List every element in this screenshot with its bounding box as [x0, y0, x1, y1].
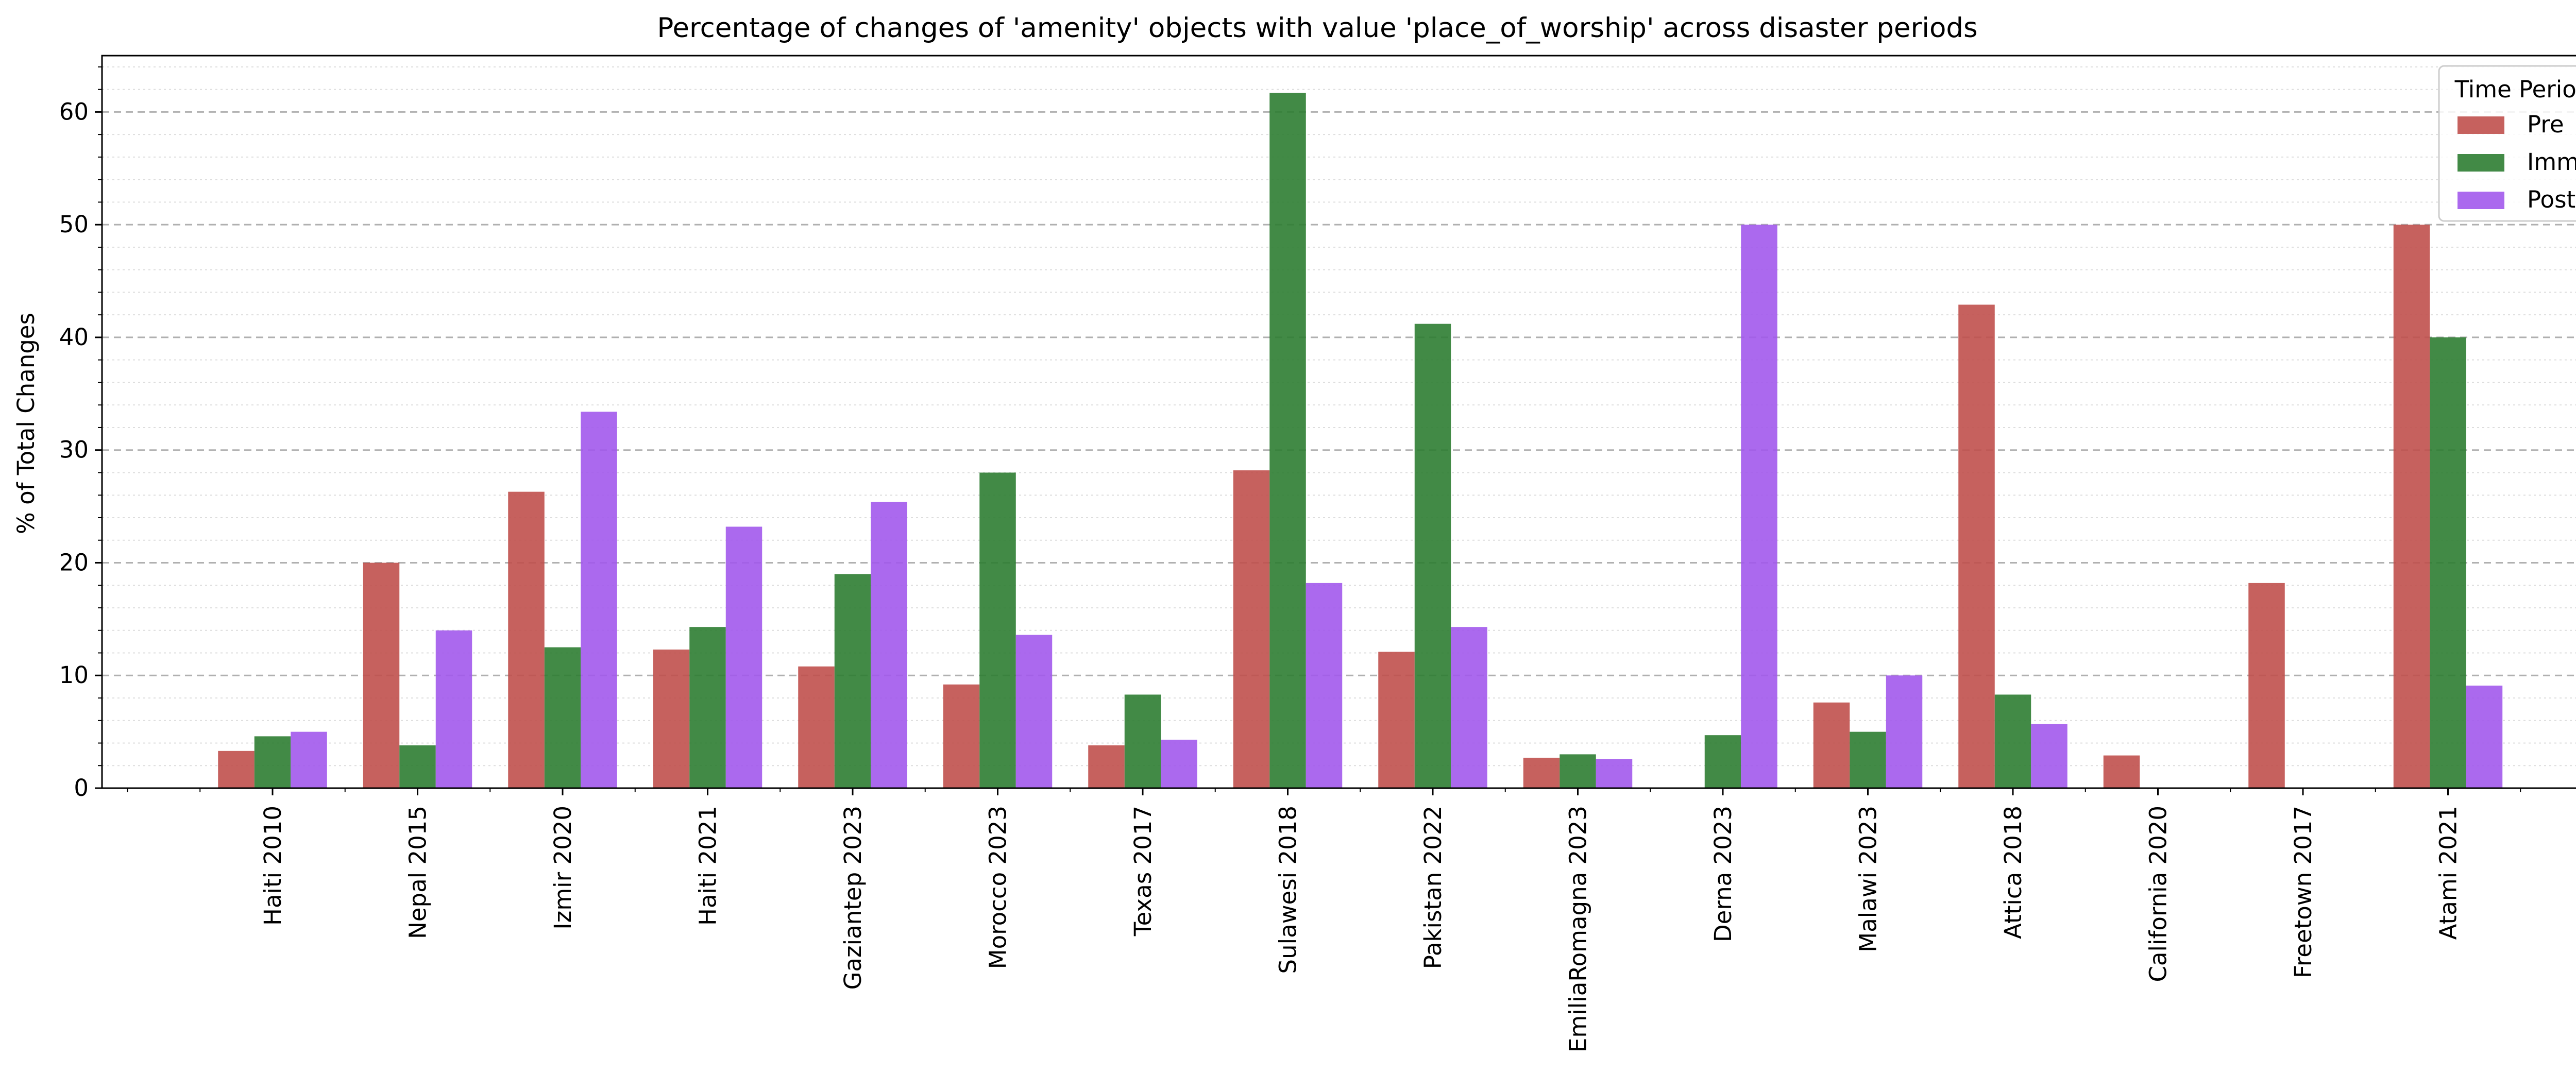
bar-imm [1704, 735, 1741, 788]
bar-post [435, 630, 472, 788]
x-tick-label: Izmir 2020 [549, 806, 577, 930]
legend-swatch-imm [2458, 154, 2504, 172]
bar-post [1015, 635, 1053, 788]
bar-pre [2248, 583, 2285, 788]
y-tick-label: 50 [59, 211, 89, 238]
bar-pre [1378, 652, 1415, 788]
legend-box [2438, 65, 2576, 222]
bar-pre [2103, 755, 2140, 788]
legend-title: Time Period [2454, 76, 2576, 103]
legend-label-pre: Pre [2527, 111, 2564, 138]
bar-imm [1994, 694, 2031, 788]
x-tick-label: Freetown 2017 [2290, 806, 2317, 978]
bar-imm [1850, 731, 1886, 788]
x-tick-label: Derna 2023 [1709, 806, 1737, 942]
bar-imm [544, 647, 581, 788]
y-tick-label: 60 [59, 98, 89, 125]
bar-pre [1523, 757, 1560, 788]
x-tick-label: Gaziantep 2023 [839, 806, 867, 990]
bar-post [1451, 627, 1487, 788]
x-tick-label: Haiti 2021 [694, 806, 722, 926]
bar-pre [1088, 745, 1125, 788]
legend-label-imm: Imm [2527, 148, 2576, 176]
x-tick-label: Atami 2021 [2435, 806, 2462, 940]
bar-imm [1560, 754, 1596, 788]
x-tick-label: Nepal 2015 [404, 806, 432, 939]
bar-imm [399, 745, 436, 788]
bar-pre [363, 563, 400, 788]
plot-frame [101, 55, 2576, 789]
bars [218, 93, 2503, 789]
bar-post [2031, 724, 2067, 788]
bar-imm [834, 574, 871, 788]
x-tick-label: Attica 2018 [1999, 806, 2027, 939]
bar-imm [254, 736, 291, 788]
legend-swatch-pre [2458, 116, 2504, 134]
bar-pre [1958, 304, 1995, 788]
bar-post [1306, 583, 1343, 788]
bar-post [1161, 739, 1197, 788]
bar-post [581, 412, 617, 788]
bar-imm [1124, 694, 1161, 788]
bar-pre [798, 666, 835, 788]
x-tick-label: California 2020 [2145, 806, 2172, 982]
bar-post [1741, 225, 1777, 789]
bar-post [1886, 675, 1923, 788]
bar-pre [508, 491, 545, 788]
bar-post [871, 502, 907, 788]
chart-title: Percentage of changes of 'amenity' objec… [657, 12, 1977, 44]
y-axis: 0 10 20 30 40 50 60 [59, 66, 102, 802]
x-tick-label: EmiliaRomagna 2023 [1565, 806, 1592, 1052]
y-axis-label: % of Total Changes [12, 313, 40, 534]
legend-swatch-post [2458, 192, 2504, 209]
y-tick-label: 10 [59, 661, 89, 689]
x-tick-label: Malawi 2023 [1855, 806, 1882, 952]
y-tick-label: 20 [59, 549, 89, 576]
bar-imm [1269, 93, 1306, 788]
y-tick-label: 0 [74, 774, 89, 802]
bar-post [291, 731, 327, 788]
x-tick-label: Pakistan 2022 [1419, 806, 1447, 969]
y-tick-label: 40 [59, 323, 89, 351]
bar-imm [689, 627, 726, 788]
bar-post [2466, 685, 2503, 788]
x-tick-label: Texas 2017 [1129, 806, 1157, 936]
x-tick-label: Sulawesi 2018 [1275, 806, 1302, 974]
legend-label-post: Post [2527, 186, 2575, 213]
bar-pre [218, 751, 255, 788]
bar-post [725, 526, 762, 788]
bar-post [1596, 759, 1633, 788]
y-tick-label: 30 [59, 436, 89, 464]
bar-pre [2393, 225, 2430, 789]
x-tick-label: Morocco 2023 [985, 806, 1012, 969]
bar-imm [2430, 337, 2466, 788]
bar-pre [943, 684, 980, 788]
bar-pre [1813, 702, 1850, 788]
bar-imm [979, 472, 1016, 788]
legend: Time Period Pre Imm Post [2438, 65, 2576, 222]
bar-imm [1414, 323, 1451, 788]
x-tick-label: Haiti 2010 [259, 806, 286, 926]
bar-pre [1233, 470, 1270, 788]
bar-pre [653, 649, 690, 788]
x-axis: Haiti 2010 Nepal 2015 Izmir 2020 Haiti 2021… [127, 788, 2521, 1052]
